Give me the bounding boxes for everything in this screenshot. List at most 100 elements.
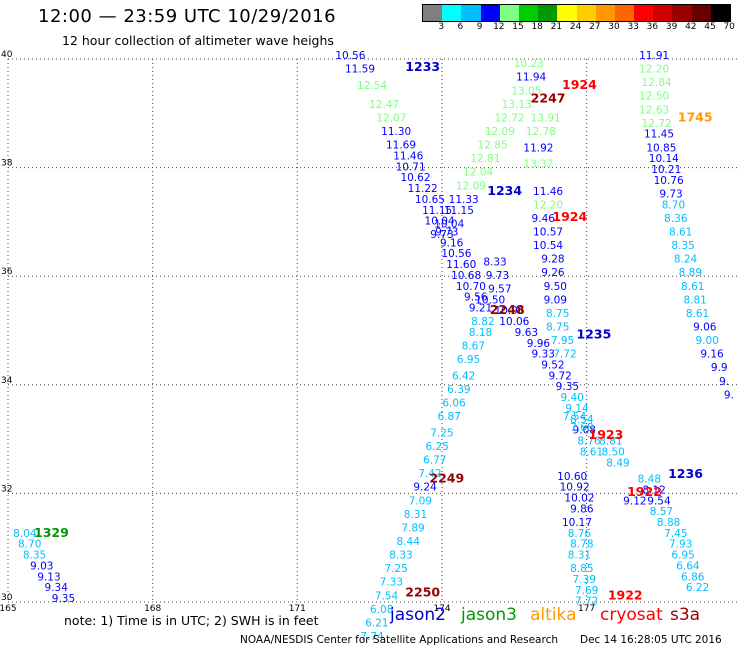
scale-label: 27 xyxy=(589,22,601,32)
wave-height-value: 7.68 xyxy=(570,422,593,434)
lon-tick-label: 165 xyxy=(0,604,17,614)
wave-height-value: 12.20 xyxy=(533,199,563,211)
wave-height-value: 11.92 xyxy=(523,142,553,154)
wave-height-value: 8.31 xyxy=(404,509,427,521)
wave-height-value: 10.54 xyxy=(533,240,563,252)
lat-tick-label: 36 xyxy=(1,267,13,277)
wave-height-value: 8.04 xyxy=(13,528,37,540)
wave-height-value: 10.56 xyxy=(441,248,471,260)
wave-height-value: 10.65 xyxy=(415,194,445,206)
wave-height-value: 13.37 xyxy=(523,159,553,171)
scale-swatch xyxy=(595,5,615,21)
scale-swatch xyxy=(480,5,500,21)
wave-height-value: 8.89 xyxy=(679,267,702,279)
scale-label: 15 xyxy=(512,22,524,32)
wave-height-value: 6.39 xyxy=(447,384,470,396)
lon-tick-label: 168 xyxy=(144,604,161,614)
pass-time-label: 2249 xyxy=(429,471,464,486)
wave-height-value: 8.81 xyxy=(683,294,706,306)
scale-swatch xyxy=(634,5,654,21)
lat-tick-label: 30 xyxy=(1,593,13,603)
wave-height-value: 10.04 xyxy=(425,216,455,228)
scale-swatch xyxy=(461,5,481,21)
legend-jason2: jason2 xyxy=(390,605,446,625)
wave-height-value: 9.50 xyxy=(544,281,567,293)
wave-height-value: 9.57 xyxy=(488,283,511,295)
footnote: note: 1) Time is in UTC; 2) SWH is in fe… xyxy=(64,613,319,628)
wave-height-value: 10.70 xyxy=(456,281,486,293)
wave-height-value: 11.59 xyxy=(345,64,375,76)
wave-height-value: 12.78 xyxy=(526,126,556,138)
wave-height-value: 6.25 xyxy=(425,441,448,453)
wave-height-value: 11.45 xyxy=(644,129,674,141)
wave-height-value: 8.82 xyxy=(471,316,494,328)
scale-swatch xyxy=(423,5,443,21)
wave-height-value: 8.31 xyxy=(568,550,591,562)
wave-height-value: 13.91 xyxy=(531,112,561,124)
wave-height-value: 12.54 xyxy=(357,80,387,92)
wave-height-value: 8.48 xyxy=(638,474,661,486)
wave-height-value: 10.96 xyxy=(494,305,524,317)
scale-label: 45 xyxy=(704,22,716,32)
wave-height-value: 8.76 xyxy=(577,436,601,448)
wave-height-value: 8.85 xyxy=(570,563,593,575)
wave-height-value: 12.20 xyxy=(639,64,669,76)
scale-label: 24 xyxy=(569,22,582,32)
wave-height-value: 8.67 xyxy=(462,341,485,353)
legend-altika: altika xyxy=(530,605,577,625)
wave-height-value: 10.85 xyxy=(646,142,676,154)
wave-height-value: 7.25 xyxy=(384,563,407,575)
wave-height-value: 7.39 xyxy=(573,574,596,586)
pass-time-label: 1923 xyxy=(589,427,624,442)
wave-height-value: 7.33 xyxy=(380,577,403,589)
wave-height-value: 9.26 xyxy=(541,267,565,279)
scale-label: 6 xyxy=(457,22,464,32)
pass-time-label: 1235 xyxy=(576,327,611,342)
wave-height-value: 12.63 xyxy=(639,104,669,116)
wave-height-value: 6.22 xyxy=(686,582,709,594)
wave-height-value: 12.85 xyxy=(478,140,508,152)
wave-height-value: 11.94 xyxy=(516,72,546,84)
wave-height-value: 9.73 xyxy=(486,270,509,282)
wave-height-value: 8.12 xyxy=(642,484,665,496)
wave-height-value: 12.84 xyxy=(642,77,672,89)
scale-swatch xyxy=(653,5,673,21)
wave-height-value: 8.18 xyxy=(469,327,492,339)
wave-height-value: 10.56 xyxy=(335,50,365,62)
wave-height-value: 7.45 xyxy=(664,528,687,540)
wave-height-value: 9.9 xyxy=(711,362,728,374)
wave-height-value: 6.64 xyxy=(676,560,700,572)
pass-time-label: 1329 xyxy=(34,525,69,540)
scale-swatch xyxy=(710,5,730,21)
lat-tick-label: 32 xyxy=(1,484,12,494)
scale-swatch xyxy=(538,5,558,21)
wave-height-value: 8.78 xyxy=(570,539,593,551)
wave-height-value: 6.06 xyxy=(442,398,466,410)
scale-label: 30 xyxy=(608,22,620,32)
wave-height-value: 8.70 xyxy=(662,199,685,211)
wave-height-value: 8.44 xyxy=(397,536,421,548)
wave-height-value: 7.95 xyxy=(551,335,574,347)
scale-swatch xyxy=(691,5,711,21)
wave-height-value: 8.24 xyxy=(674,254,698,266)
wave-height-value: 8.49 xyxy=(606,457,629,469)
wave-height-value: 8.61 xyxy=(681,281,704,293)
pass-time-label: 2250 xyxy=(405,585,440,600)
wave-height-value: 12.72 xyxy=(642,118,672,130)
pass-time-label: 1233 xyxy=(405,59,440,74)
wave-height-value: 9.86 xyxy=(570,503,594,515)
wave-height-value: 9.54 xyxy=(647,495,671,507)
scale-label: 70 xyxy=(723,22,735,32)
wave-height-value: 8.70 xyxy=(18,539,41,551)
wave-height-value: 7.72 xyxy=(553,349,576,361)
scale-swatch xyxy=(518,5,539,21)
pass-time-label: 1924 xyxy=(562,77,597,92)
scale-label: 3 xyxy=(438,22,445,32)
wave-height-value: 10.06 xyxy=(499,316,529,328)
pass-time-label: 1236 xyxy=(668,466,703,481)
wave-height-value: 12.07 xyxy=(376,112,406,124)
wave-height-value: 9.72 xyxy=(548,370,571,382)
wave-height-value: 9.03 xyxy=(30,560,53,572)
lat-tick-label: 38 xyxy=(1,159,13,169)
